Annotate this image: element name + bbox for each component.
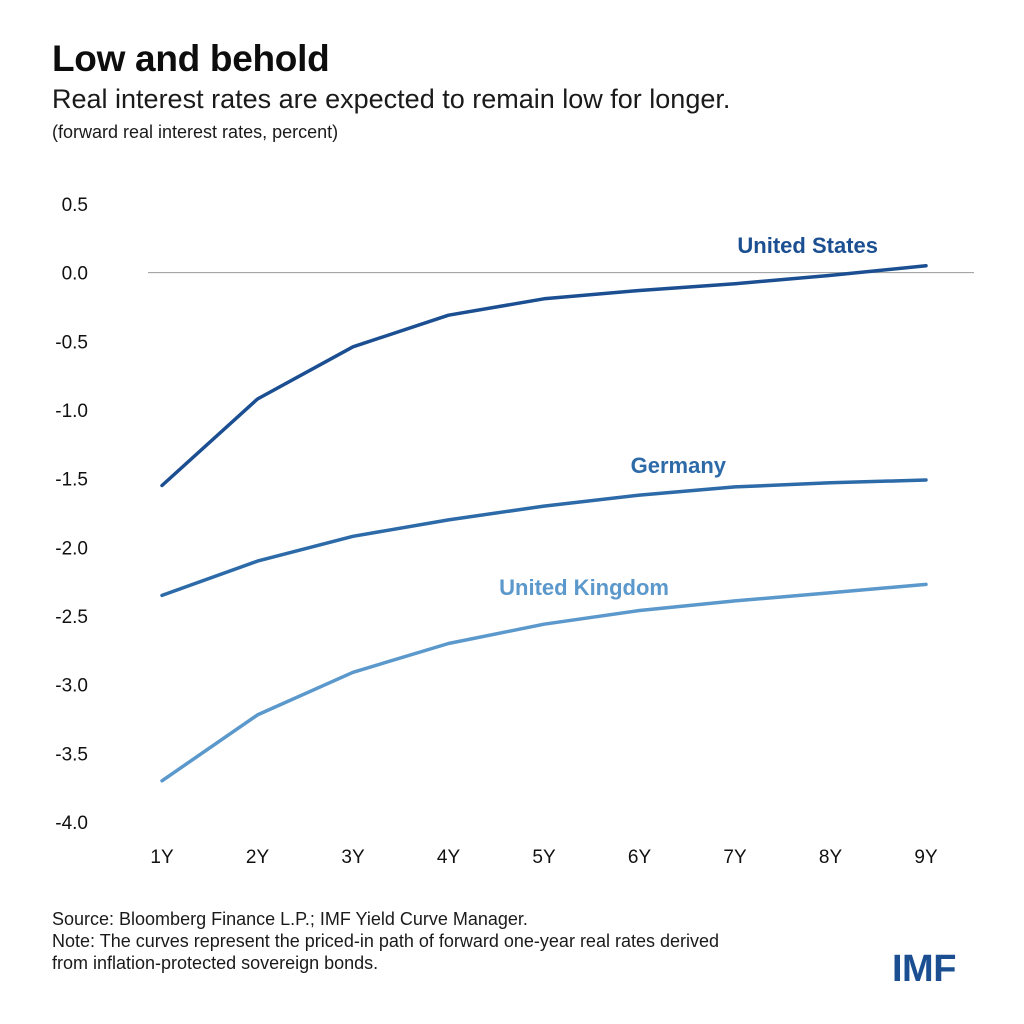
imf-logo: IMF — [892, 948, 956, 990]
series-label-united-states: United States — [737, 233, 878, 258]
x-tick-label: 3Y — [341, 847, 365, 868]
series-line-united-kingdom — [160, 582, 928, 783]
y-tick-label: -1.0 — [55, 401, 88, 422]
x-tick-label: 2Y — [246, 847, 270, 868]
x-tick-label: 5Y — [532, 847, 556, 868]
chart-subtitle: Real interest rates are expected to rema… — [52, 84, 731, 114]
y-tick-label: 0.0 — [62, 264, 88, 285]
series-label-germany: Germany — [631, 453, 727, 478]
series-lines — [160, 264, 928, 783]
y-tick-label: -0.5 — [55, 332, 88, 353]
y-tick-label: -1.5 — [55, 470, 88, 491]
x-tick-label: 7Y — [723, 847, 747, 868]
note-line-1: Note: The curves represent the priced-in… — [52, 931, 720, 951]
x-axis-ticks: 1Y 2Y 3Y 4Y 5Y 6Y 7Y 8Y 9Y — [150, 847, 938, 868]
series-labels: United States Germany United Kingdom — [499, 233, 878, 600]
x-tick-label: 9Y — [914, 847, 938, 868]
y-tick-label: -3.5 — [55, 744, 88, 765]
unit-note: (forward real interest rates, percent) — [52, 122, 339, 142]
y-tick-label: -4.0 — [55, 813, 88, 834]
y-axis-ticks: 0.5 0.0 -0.5 -1.0 -1.5 -2.0 -2.5 -3.0 -3.5 -4.0 — [55, 195, 88, 834]
series-label-united-kingdom: United Kingdom — [499, 575, 669, 600]
x-tick-label: 6Y — [628, 847, 652, 868]
series-line-germany — [160, 478, 928, 598]
y-tick-label: 0.5 — [62, 195, 88, 216]
y-tick-label: -2.5 — [55, 607, 88, 628]
x-tick-label: 4Y — [437, 847, 461, 868]
source-note: Source: Bloomberg Finance L.P.; IMF Yiel… — [52, 909, 528, 929]
x-tick-label: 8Y — [819, 847, 843, 868]
footer: Source: Bloomberg Finance L.P.; IMF Yiel… — [52, 908, 852, 974]
x-tick-label: 1Y — [150, 847, 174, 868]
chart-title: Low and behold — [52, 38, 330, 79]
series-line-united-states — [160, 264, 928, 488]
note-line-2: from inflation-protected sovereign bonds… — [52, 953, 379, 973]
y-tick-label: -3.0 — [55, 676, 88, 697]
y-tick-label: -2.0 — [55, 538, 88, 559]
